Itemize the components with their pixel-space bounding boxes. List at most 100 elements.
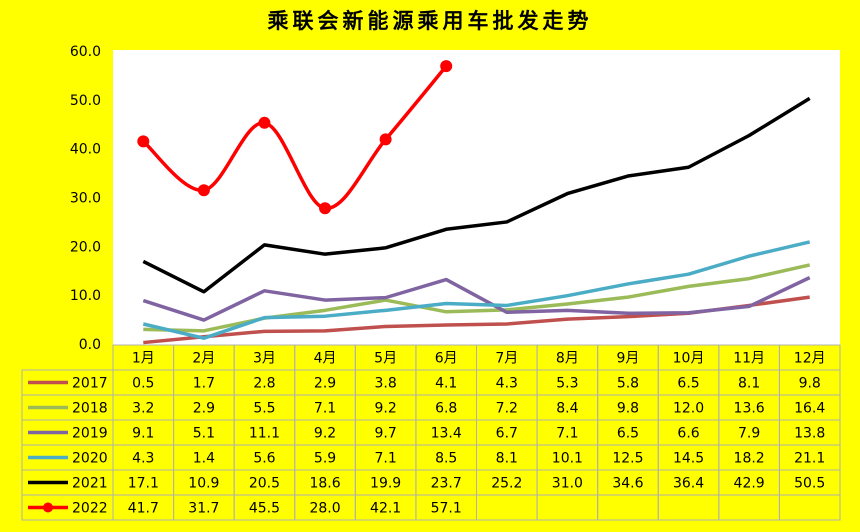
table-value: 10.1: [552, 451, 583, 467]
table-value: 4.1: [435, 376, 457, 392]
table-value: 10.9: [188, 476, 219, 492]
table-value: 42.9: [734, 476, 765, 492]
table-value: 13.4: [431, 426, 462, 442]
x-tick-label: 6月: [435, 351, 458, 367]
legend-label: 2018: [72, 401, 108, 417]
legend-label: 2019: [72, 426, 108, 442]
table-value: 7.2: [496, 401, 518, 417]
table-value: 45.5: [249, 501, 280, 517]
table-value: 8.1: [496, 451, 518, 467]
x-tick-label: 2月: [192, 351, 215, 367]
series-line: [142, 276, 811, 322]
table-value: 2.9: [314, 376, 336, 392]
table-value: 11.1: [249, 426, 280, 442]
table-value: 5.8: [617, 376, 639, 392]
point-marker: [440, 60, 453, 73]
table-value: 9.7: [374, 426, 396, 442]
table-value: 20.5: [249, 476, 280, 492]
table-value: 3.2: [132, 401, 154, 417]
x-tick-label: 11月: [733, 351, 765, 367]
table-value: 21.1: [794, 451, 825, 467]
table-value: 16.4: [794, 401, 825, 417]
chart-title: 乘联会新能源乘用车批发走势: [267, 9, 593, 33]
table-value: 4.3: [496, 376, 518, 392]
legend-label: 2020: [72, 451, 108, 467]
table-value: 9.8: [799, 376, 821, 392]
table-value: 6.5: [617, 426, 639, 442]
table-value: 5.3: [556, 376, 578, 392]
table-value: 31.0: [552, 476, 583, 492]
x-tick-label: 1月: [132, 351, 155, 367]
table-value: 19.9: [370, 476, 401, 492]
x-tick-label: 9月: [616, 351, 639, 367]
table-value: 6.8: [435, 401, 457, 417]
table-value: 57.1: [431, 501, 462, 517]
table-cell: [476, 494, 538, 521]
table-cell: [657, 494, 720, 521]
table-cell: [597, 494, 659, 521]
table-value: 7.1: [314, 401, 336, 417]
table-value: 9.2: [374, 401, 396, 417]
table-value: 50.5: [794, 476, 825, 492]
series-line: [142, 96, 811, 294]
table-cell: [778, 494, 841, 521]
point-marker: [319, 202, 332, 215]
table-value: 23.7: [431, 476, 462, 492]
table-value: 1.7: [193, 376, 215, 392]
point-marker: [197, 184, 210, 197]
point-marker: [137, 135, 150, 148]
y-tick-label: 0.0: [79, 337, 101, 353]
table-value: 2.9: [193, 401, 215, 417]
table-cell: [718, 494, 780, 521]
x-tick-label: 3月: [253, 351, 276, 367]
table-value: 6.7: [496, 426, 518, 442]
table-value: 12.0: [673, 401, 704, 417]
y-tick-label: 20.0: [70, 239, 101, 255]
x-tick-label: 5月: [374, 351, 397, 367]
table-value: 5.5: [253, 401, 275, 417]
table-value: 5.1: [193, 426, 215, 442]
table-value: 18.2: [734, 451, 765, 467]
table-value: 13.8: [794, 426, 825, 442]
table-value: 14.5: [673, 451, 704, 467]
plot-area: [113, 50, 840, 345]
legend-label: 2021: [72, 476, 108, 492]
table-value: 8.4: [556, 401, 578, 417]
legend-label: 2022: [72, 501, 108, 517]
table-value: 31.7: [188, 501, 219, 517]
table-value: 5.6: [253, 451, 275, 467]
y-tick-label: 10.0: [70, 288, 101, 304]
x-tick-label: 8月: [556, 351, 579, 367]
point-marker: [379, 133, 392, 146]
x-tick-label: 4月: [314, 351, 337, 367]
x-tick-label: 10月: [673, 351, 705, 367]
y-tick-label: 50.0: [70, 93, 101, 109]
table-value: 12.5: [612, 451, 643, 467]
table-value: 3.8: [374, 376, 396, 392]
table-value: 0.5: [132, 376, 154, 392]
table-value: 7.1: [556, 426, 578, 442]
legend-label: 2017: [72, 376, 108, 392]
x-tick-label: 12月: [794, 351, 826, 367]
table-value: 5.9: [314, 451, 336, 467]
table-value: 34.6: [612, 476, 643, 492]
table-value: 4.3: [132, 451, 154, 467]
table-value: 7.1: [374, 451, 396, 467]
table-value: 9.2: [314, 426, 336, 442]
table-value: 36.4: [673, 476, 704, 492]
y-tick-label: 40.0: [70, 142, 101, 158]
table-value: 6.5: [677, 376, 699, 392]
table-value: 41.7: [128, 501, 159, 517]
table-value: 6.6: [677, 426, 699, 442]
legend-marker: [43, 502, 53, 513]
table-value: 2.8: [253, 376, 275, 392]
table-value: 28.0: [309, 501, 340, 517]
table-value: 7.9: [738, 426, 760, 442]
table-value: 9.1: [132, 426, 154, 442]
table-value: 8.5: [435, 451, 457, 467]
y-tick-label: 60.0: [70, 44, 101, 60]
table-value: 8.1: [738, 376, 760, 392]
table-value: 17.1: [128, 476, 159, 492]
table-value: 9.8: [617, 401, 639, 417]
